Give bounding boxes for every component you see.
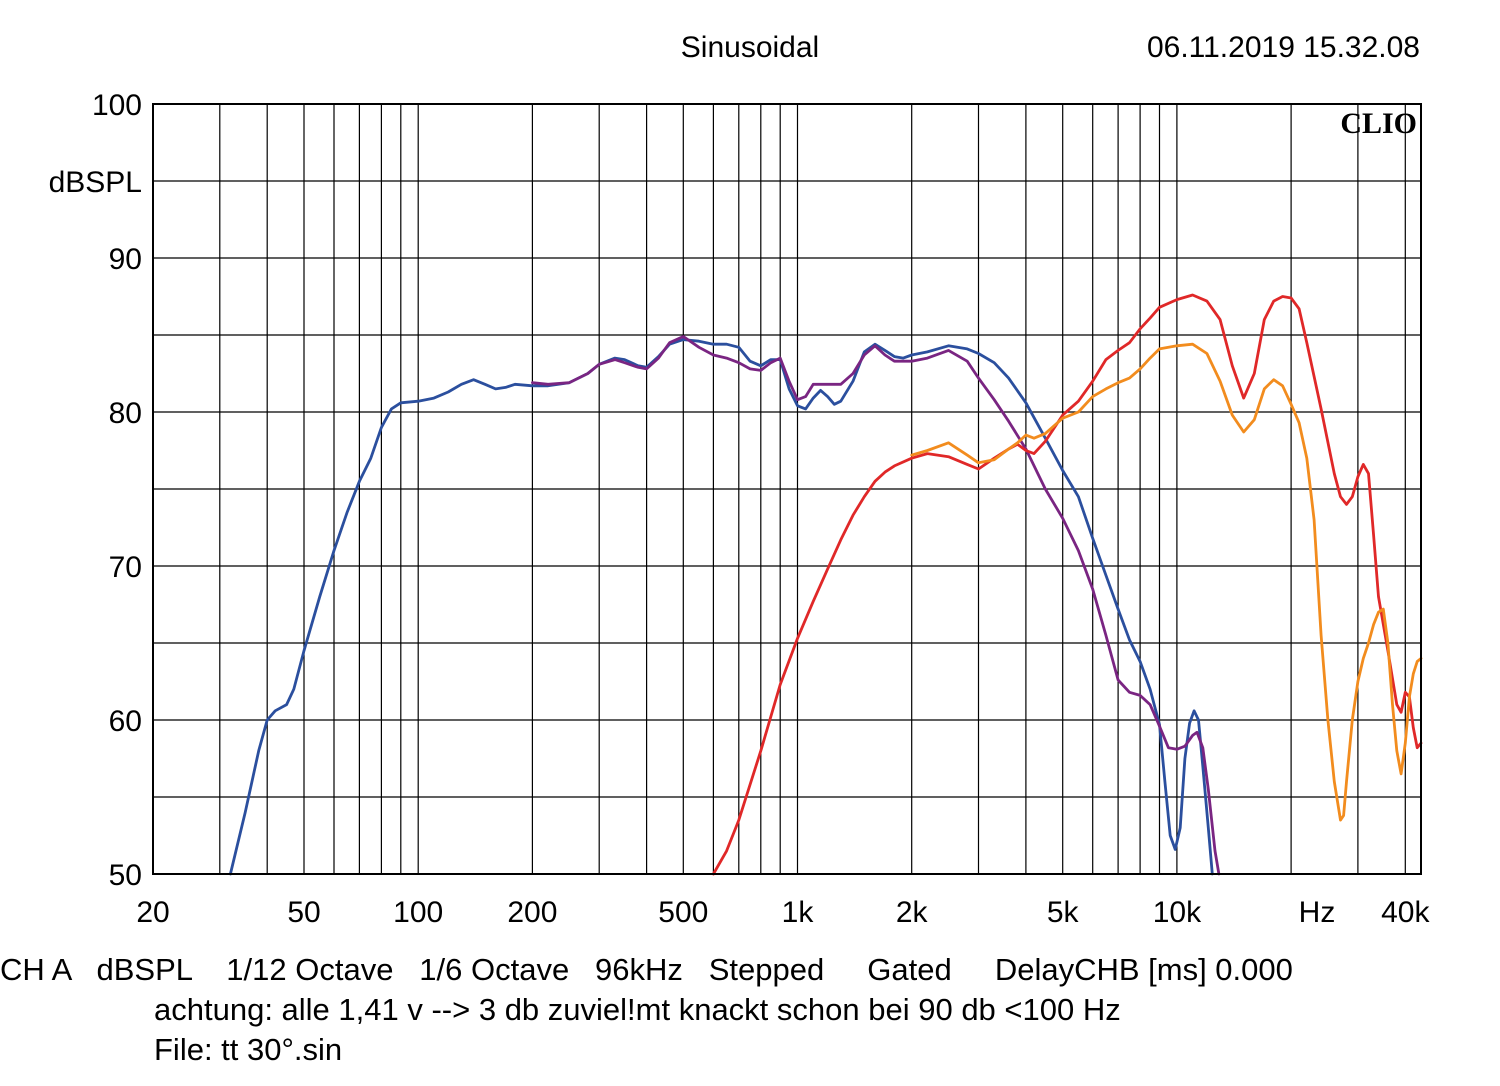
y-tick-labels: 100 90 80 70 60 50: [92, 89, 142, 892]
x-tick-label: 500: [658, 896, 708, 929]
footer-file-line: File: tt 30°.sin: [154, 1032, 343, 1067]
series-line-2: [531, 335, 1221, 876]
y-tick-label: 90: [109, 243, 142, 276]
x-tick-label: 100: [393, 896, 443, 929]
x-tick-label: 1k: [782, 896, 815, 929]
timestamp: 06.11.2019 15.32.08: [1147, 31, 1420, 64]
y-tick-label: 60: [109, 705, 142, 738]
x-tick-label: 2k: [896, 896, 929, 929]
x-tick-label: 50: [287, 896, 320, 929]
x-tick-labels: 20 50 100 200 500 1k 2k 5k 10k 40k Hz: [136, 896, 1430, 929]
footer-note-line: achtung: alle 1,41 v --> 3 db zuviel!mt …: [154, 992, 1121, 1027]
series-line-4: [910, 342, 1423, 822]
y-tick-label: 50: [109, 859, 142, 892]
x-tick-label: 10k: [1153, 896, 1202, 929]
y-tick-label: 70: [109, 551, 142, 584]
series-line-3: [712, 293, 1423, 876]
x-unit-label: Hz: [1299, 896, 1336, 929]
footer-settings-line: CH A dBSPL 1/12 Octave 1/6 Octave 96kHz …: [0, 952, 1293, 987]
series-lines: [229, 293, 1423, 876]
x-tick-label: 5k: [1047, 896, 1080, 929]
x-tick-label: 40k: [1381, 896, 1430, 929]
x-tick-label: 200: [507, 896, 557, 929]
grid: [152, 103, 1421, 875]
clio-logo: CLIO: [1340, 107, 1417, 140]
y-axis-label: dBSPL: [49, 166, 142, 199]
plot-frame: [152, 103, 1422, 875]
y-tick-label: 80: [109, 397, 142, 430]
x-tick-label: 20: [136, 896, 169, 929]
y-tick-label: 100: [92, 89, 142, 122]
series-line-1: [229, 338, 1214, 876]
measurement-mode: Sinusoidal: [681, 31, 819, 64]
